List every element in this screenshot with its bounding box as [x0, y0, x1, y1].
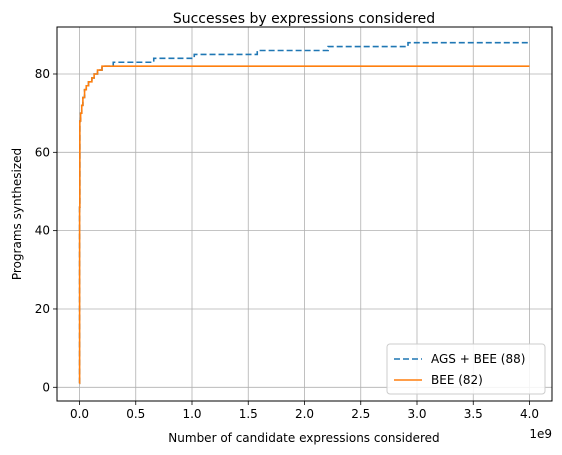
x-tick-label: 0.0	[70, 407, 89, 421]
x-tick-label: 2.0	[295, 407, 314, 421]
legend-box	[386, 343, 546, 395]
y-axis-label: Programs synthesized	[10, 148, 24, 280]
y-tick-label: 40	[35, 224, 50, 238]
x-tick-label: 1.5	[239, 407, 258, 421]
y-tick-label: 0	[42, 380, 50, 394]
y-tick-label: 20	[35, 302, 50, 316]
x-axis-label: Number of candidate expressions consider…	[168, 431, 439, 445]
grid	[57, 27, 552, 401]
y-tick-label: 60	[35, 145, 50, 159]
x-tick-label: 4.0	[520, 407, 539, 421]
x-tick-label: 0.5	[126, 407, 145, 421]
y-tick-label: 80	[35, 67, 50, 81]
x-offset-label: 1e9	[529, 427, 552, 441]
x-tick-label: 3.0	[407, 407, 426, 421]
x-tick-label: 2.5	[351, 407, 370, 421]
series-line-1	[78, 65, 530, 385]
chart-title: Successes by expressions considered	[173, 11, 435, 27]
legend-label-0: AGS + BEE (88)	[431, 352, 525, 366]
series-layer	[78, 41, 530, 385]
ticks: 0.0 0.5 1.0 1.5 2.0 2.5 3.0 3.5 4.0 0 20 40 60 80	[35, 67, 539, 421]
x-tick-label: 1.0	[182, 407, 201, 421]
x-tick-label: 3.5	[464, 407, 483, 421]
legend: AGS + BEE (88) BEE (82)	[386, 343, 546, 395]
legend-label-1: BEE (82)	[431, 373, 483, 387]
